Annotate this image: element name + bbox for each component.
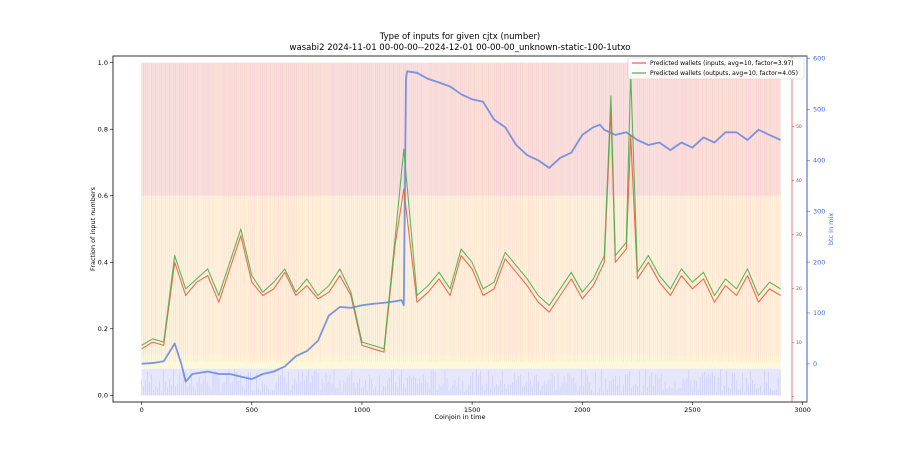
red-tick-label: 20 — [796, 286, 802, 292]
blue-tick-label: 500 — [813, 106, 825, 114]
chart-subtitle: wasabi2 2024-11-01 00-00-00--2024-12-01 … — [290, 43, 631, 53]
blue-axis-ticks: 0 100 200 300 400 500 600 — [807, 55, 825, 368]
series-line-btc-in-mix — [141, 70, 781, 383]
legend-label-inputs: Predicted wallets (inputs, avg=10, facto… — [650, 60, 794, 67]
background-band — [141, 62, 781, 196]
red-tick-label: 30 — [796, 232, 802, 238]
x-tick-label: 500 — [246, 406, 258, 414]
x-axis-ticks: 0 500 1000 1500 2000 2500 3000 — [140, 402, 811, 414]
series-line-inputs — [141, 108, 781, 353]
x-tick-label: 2000 — [574, 406, 591, 414]
y2-axis-label: btc in mix — [827, 213, 835, 245]
red-axis-ticks: 102030405060 — [792, 70, 802, 397]
y-tick-label: 0.6 — [98, 192, 108, 200]
blue-tick-label: 100 — [813, 309, 825, 317]
y-tick-label: 0.2 — [98, 325, 108, 333]
blue-tick-label: 0 — [813, 360, 817, 368]
background-band — [141, 368, 781, 396]
x-axis-label: Coinjoin in time — [435, 413, 486, 421]
y-tick-label: 0.8 — [98, 125, 108, 133]
y-tick-label: 0.4 — [98, 258, 108, 266]
y-axis-label: Fraction of input numbers — [89, 186, 97, 270]
series-group — [141, 70, 781, 383]
x-tick-label: 2500 — [684, 406, 701, 414]
y-axis-ticks: 0.0 0.2 0.4 0.6 0.8 1.0 — [98, 59, 113, 400]
blue-tick-label: 400 — [813, 157, 825, 165]
series-line-outputs — [141, 72, 781, 350]
legend-label-outputs: Predicted wallets (outputs, avg=10, fact… — [650, 70, 798, 77]
blue-tick-label: 600 — [813, 55, 825, 63]
x-tick-label: 3000 — [794, 406, 811, 414]
red-tick-label: 50 — [796, 124, 802, 130]
x-tick-label: 0 — [140, 406, 144, 414]
blue-tick-label: 300 — [813, 207, 825, 215]
blue-tick-label: 200 — [813, 258, 825, 266]
y-tick-label: 0.0 — [98, 392, 108, 400]
legend: Predicted wallets (inputs, avg=10, facto… — [627, 57, 805, 80]
x-tick-label: 1500 — [464, 406, 481, 414]
background-band — [141, 355, 781, 369]
red-tick-label: 40 — [796, 178, 802, 184]
background-band — [141, 195, 781, 356]
legend-box — [627, 57, 805, 80]
red-tick-label: 10 — [796, 340, 802, 346]
chart-title: Type of inputs for given cjtx (number) — [379, 32, 541, 42]
background-stripes — [141, 62, 781, 396]
x-tick-label: 1000 — [354, 406, 371, 414]
background-bands — [141, 62, 781, 396]
y-tick-label: 1.0 — [98, 59, 108, 67]
